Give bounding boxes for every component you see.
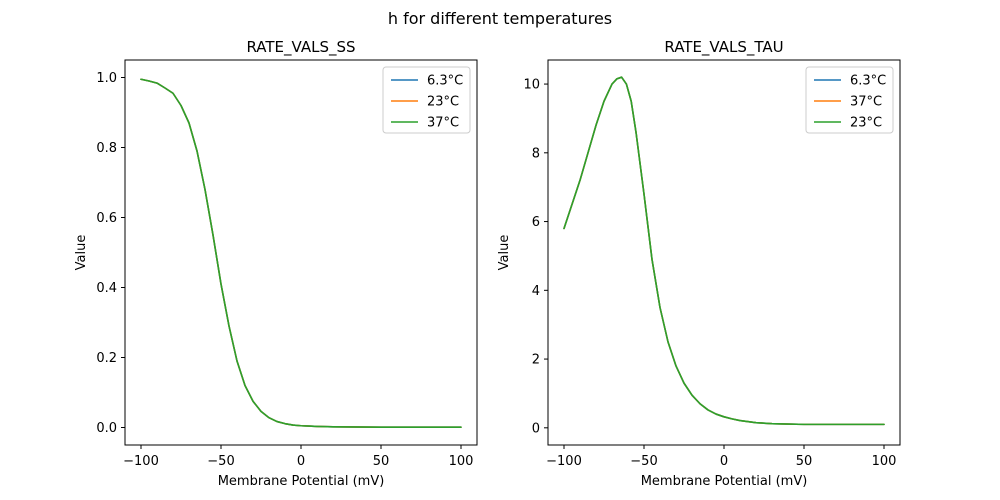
tau-y-tick-label: 4 [532, 284, 540, 299]
tau-series-line-2 [563, 76, 885, 426]
ss-y-tick-label: 0.2 [96, 351, 117, 366]
ss-y-axis-label: Value [74, 235, 89, 271]
tau-x-tick-label: 50 [796, 454, 813, 469]
tau-y-tick-label: 8 [532, 146, 540, 161]
tau-y-axis-label: Value [497, 235, 512, 271]
tau-legend-label: 37°C [850, 95, 882, 110]
ss-x-tick-label: −50 [207, 454, 234, 469]
tau-x-tick-label: 100 [872, 454, 897, 469]
ss-x-tick-label: 100 [449, 454, 474, 469]
tau-legend-box [805, 66, 894, 134]
figure-suptitle: h for different temperatures [388, 9, 612, 28]
tau-series-group [563, 76, 885, 426]
ss-legend-label: 6.3°C [427, 74, 463, 89]
ss-legend-label: 23°C [427, 95, 459, 110]
tau-y-tick-label: 2 [532, 353, 540, 368]
ss-series-group [140, 78, 462, 428]
tau-y-tick-label: 6 [532, 215, 540, 230]
ss-x-axis-label: Membrane Potential (mV) [218, 474, 385, 489]
ss-x-tick-label: −100 [123, 454, 159, 469]
tau-legend-label: 23°C [850, 116, 882, 131]
ss-axes-title: RATE_VALS_SS [246, 38, 355, 57]
tau-axes: RATE_VALS_TAU −100 −50 0 50 100 0 2 4 6 8 10 Membran… [497, 38, 901, 489]
ss-y-tick-label: 0.8 [96, 141, 117, 156]
ss-series-line-2 [140, 78, 462, 428]
tau-x-axis-label: Membrane Potential (mV) [641, 474, 808, 489]
ss-y-tick-label: 0.0 [96, 421, 117, 436]
ss-y-tick-label: 0.6 [96, 211, 117, 226]
ss-x-tick-label: 0 [297, 454, 305, 469]
ss-y-tick-label: 0.4 [96, 281, 117, 296]
tau-x-tick-label: 0 [720, 454, 728, 469]
ss-y-tick-label: 1.0 [96, 71, 117, 86]
tau-legend-label: 6.3°C [850, 74, 886, 89]
ss-legend-box [382, 66, 471, 134]
tau-y-tick-label: 0 [532, 421, 540, 436]
ss-legend: 6.3°C 23°C 37°C [382, 66, 471, 134]
tau-x-tick-label: −50 [630, 454, 657, 469]
ss-axes: RATE_VALS_SS −100 −50 0 50 100 0.0 0.2 0.4 0.6 0.8… [74, 38, 478, 489]
ss-x-tick-label: 50 [373, 454, 390, 469]
tau-legend: 6.3°C 37°C 23°C [805, 66, 894, 134]
tau-y-tick-label: 10 [523, 78, 540, 93]
tau-axes-title: RATE_VALS_TAU [664, 38, 783, 57]
tau-x-tick-label: −100 [546, 454, 582, 469]
ss-legend-label: 37°C [427, 116, 459, 131]
